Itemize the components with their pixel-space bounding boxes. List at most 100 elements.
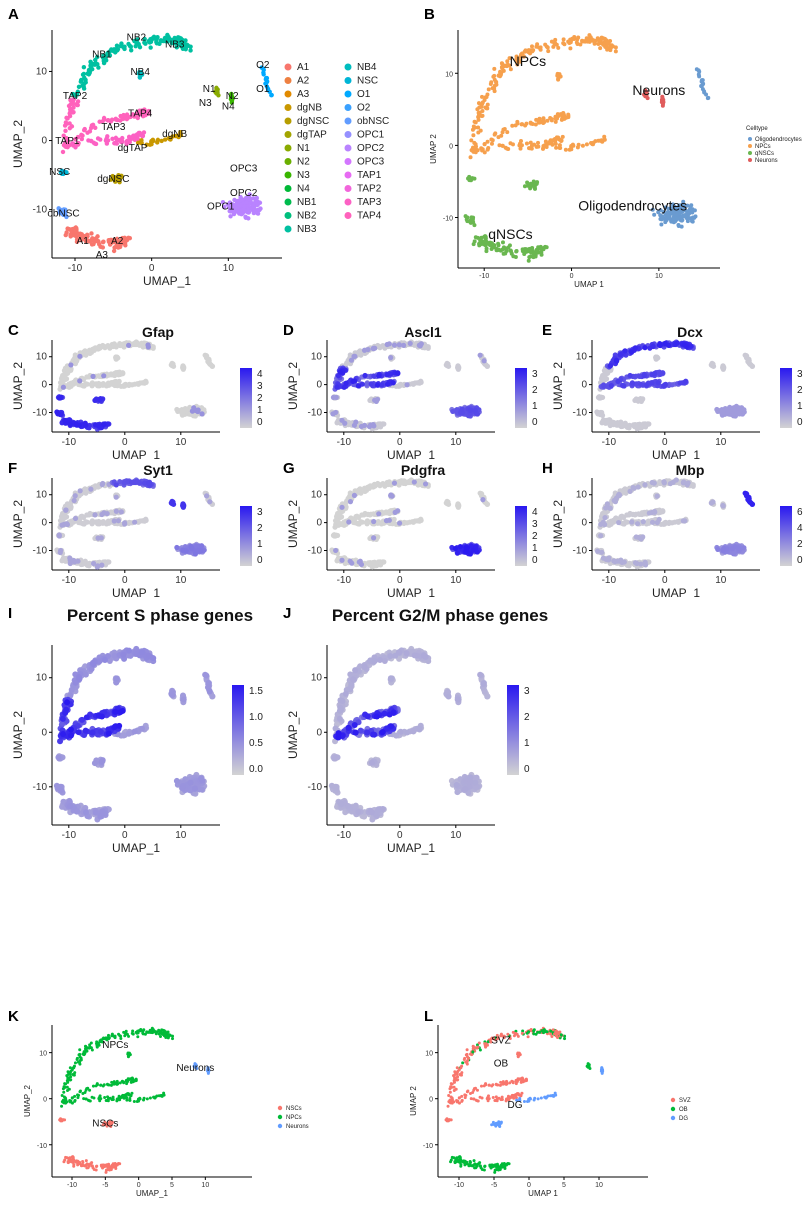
y-tick-label: 10: [36, 490, 48, 501]
cell-point: [141, 518, 147, 524]
cell-point: [642, 424, 649, 430]
legend-label: Neurons: [755, 158, 778, 164]
cell-point: [651, 370, 658, 377]
legend-key: [284, 63, 292, 71]
cell-point: [487, 242, 492, 247]
cell-point: [220, 199, 226, 205]
cell-point: [133, 133, 138, 138]
cell-point: [635, 397, 641, 403]
cell-point: [109, 48, 114, 53]
cell-point: [485, 92, 490, 97]
cell-point: [470, 127, 475, 132]
cell-point: [685, 219, 690, 224]
cell-point: [84, 232, 90, 237]
cell-point: [130, 112, 136, 117]
legend-key: [284, 171, 292, 179]
cell-point: [474, 147, 479, 152]
cell-point: [67, 555, 73, 561]
cell-point: [81, 127, 87, 133]
cell-point: [644, 382, 650, 388]
cell-point: [97, 345, 103, 351]
y-tick-label: 0: [41, 380, 47, 391]
cell-point: [147, 142, 153, 147]
cell-point: [588, 35, 593, 40]
cell-point: [605, 420, 612, 426]
cell-point: [541, 117, 546, 122]
cell-point: [95, 373, 102, 379]
legend-key: [748, 144, 752, 148]
cell-point: [677, 208, 682, 213]
colorbar-label: 3: [257, 507, 263, 518]
cell-point: [494, 248, 499, 253]
cell-point: [489, 247, 494, 252]
legend-key: [344, 104, 352, 111]
cell-point: [168, 362, 174, 368]
cell-point: [593, 139, 598, 144]
cell-point: [142, 40, 147, 45]
cell-point: [84, 374, 90, 380]
cell-point: [85, 130, 90, 135]
cell-point: [477, 111, 482, 116]
cell-point: [343, 504, 349, 510]
cell-point: [92, 397, 98, 403]
cell-point: [708, 362, 714, 368]
cell-point: [168, 500, 174, 506]
colorbar-label: 3: [532, 369, 538, 380]
cell-point: [341, 384, 347, 390]
legend-label: A3: [297, 89, 310, 100]
cell-point: [401, 480, 407, 486]
cell-point: [480, 113, 485, 118]
cell-point: [656, 210, 661, 215]
cell-point: [181, 40, 186, 45]
y-axis-title: UMAP_2: [11, 362, 25, 410]
colorbar-label: 1: [797, 401, 803, 412]
cell-point: [626, 423, 632, 429]
x-tick-label: 0: [662, 437, 668, 448]
cell-point: [683, 378, 689, 384]
cell-point: [525, 180, 530, 185]
cell-point: [629, 380, 635, 386]
x-tick-label: -10: [62, 437, 77, 448]
cell-point: [101, 115, 107, 121]
cell-point: [89, 520, 95, 526]
colorbar-label: 2: [797, 385, 803, 396]
cell-point: [521, 54, 526, 59]
cell-point: [388, 492, 394, 498]
cell-point: [371, 373, 377, 379]
legend-label: N3: [297, 170, 310, 181]
cell-point: [100, 239, 106, 245]
cell-point: [92, 239, 97, 244]
cluster-label: qNSCs: [488, 226, 532, 242]
cell-point: [357, 348, 363, 354]
x-axis-title: UMAP_1: [652, 448, 700, 460]
cell-point: [105, 134, 110, 139]
cell-point: [331, 532, 337, 539]
cluster-label: Oligodendrocytes: [578, 197, 687, 213]
x-tick-label: 0: [149, 263, 155, 274]
cell-point: [599, 35, 604, 40]
cell-point: [492, 89, 497, 94]
cell-point: [575, 37, 580, 42]
cell-point: [528, 120, 533, 125]
cell-point: [745, 356, 752, 362]
cell-point: [527, 247, 532, 252]
legend-key: [284, 185, 292, 192]
legend-key: [284, 90, 292, 98]
cell-point: [246, 209, 252, 215]
cell-point: [141, 380, 147, 386]
x-tick-label: 10: [450, 575, 462, 586]
cell-point: [132, 340, 138, 347]
cell-point: [62, 123, 68, 128]
cell-point: [480, 109, 485, 114]
cell-point: [560, 134, 565, 139]
cell-point: [469, 138, 474, 143]
cell-point: [388, 355, 394, 361]
cell-point: [518, 143, 523, 148]
cell-point: [370, 422, 376, 428]
cell-point: [387, 509, 393, 515]
cell-point: [72, 493, 78, 499]
cell-point: [366, 485, 372, 491]
cell-point: [407, 340, 413, 347]
